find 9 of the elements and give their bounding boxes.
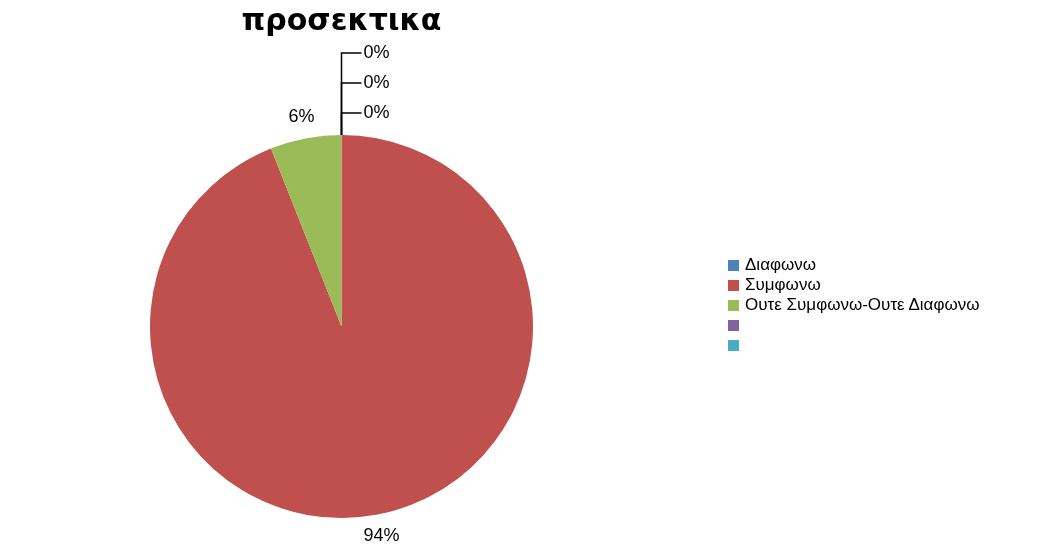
- legend-label: Συμφωνω: [745, 275, 821, 295]
- text: 0%: [363, 71, 390, 92]
- legend-label: Ουτε Συμφωνω-Ουτε Διαφωνω: [745, 295, 980, 315]
- text: 0%: [363, 101, 390, 122]
- chart-title: προσεκτικα: [241, 1, 442, 37]
- data-label: 94%: [363, 525, 400, 546]
- text: 0%: [363, 41, 390, 62]
- legend-label: Διαφωνω: [745, 255, 817, 275]
- data-label: 6%: [288, 105, 315, 126]
